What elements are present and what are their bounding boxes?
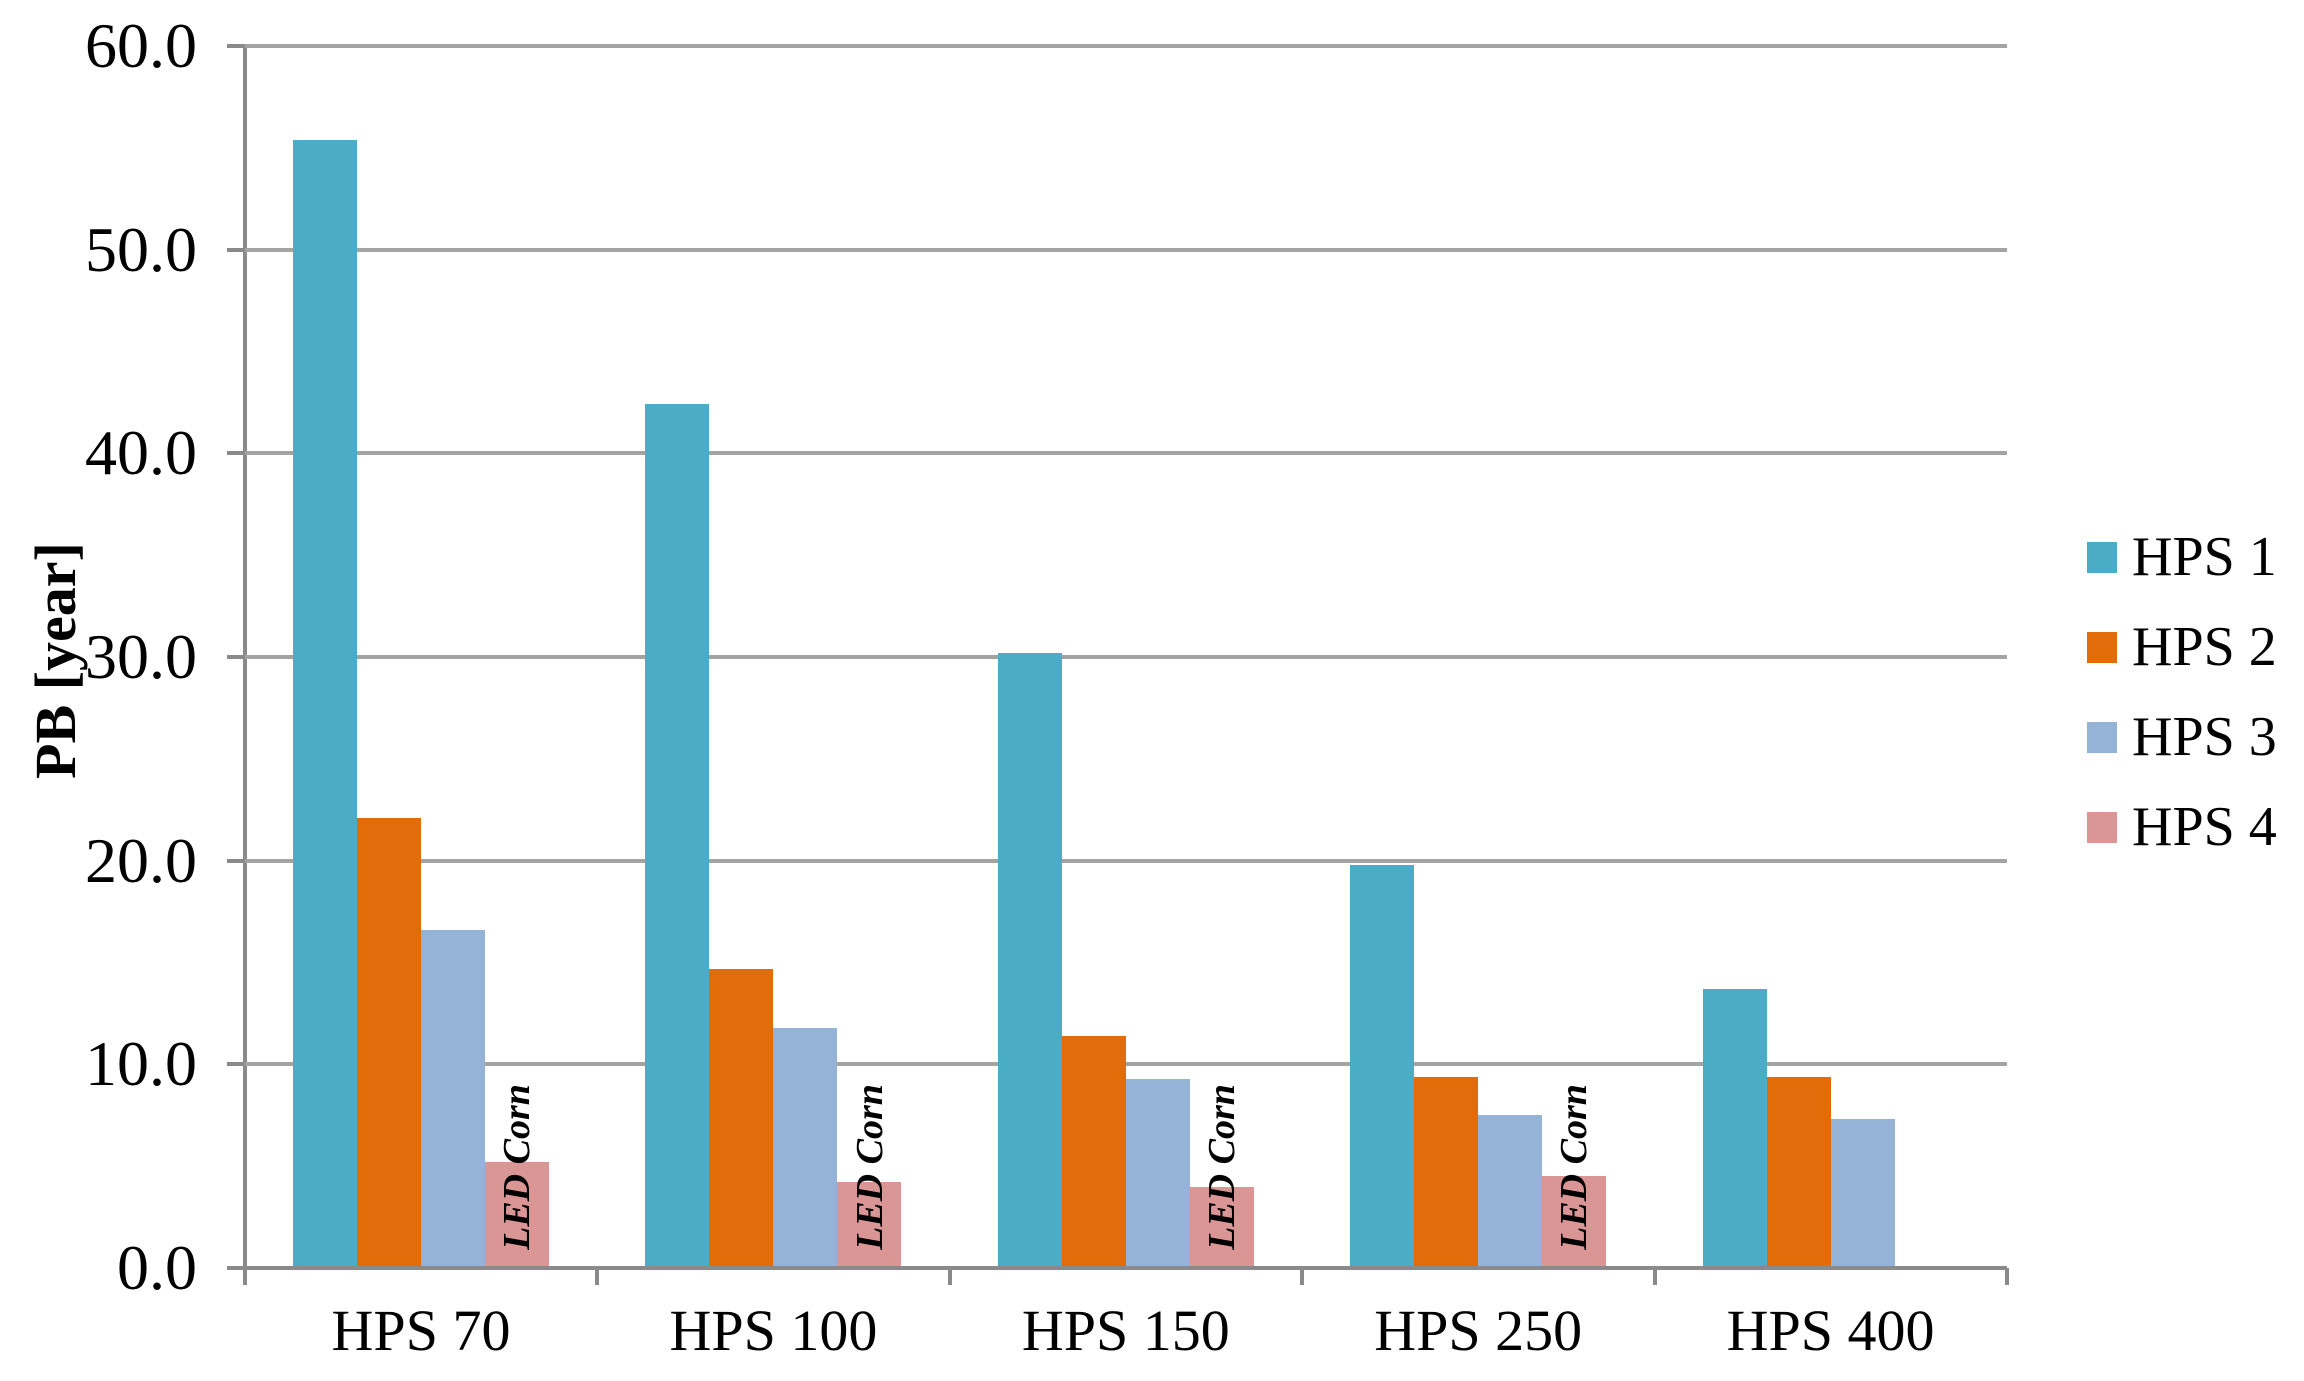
y-tick	[227, 451, 245, 456]
bar-annotation-text: LED Corn	[1200, 1084, 1243, 1250]
y-tick	[227, 247, 245, 252]
legend-label: HPS 2	[2132, 616, 2277, 678]
y-tick-label: 50.0	[85, 213, 197, 285]
legend-swatch	[2087, 721, 2117, 753]
bar-hps3-hps70	[421, 929, 485, 1268]
y-tick-label: 30.0	[85, 621, 197, 692]
bar-hps4-hps70	[485, 1162, 549, 1268]
bar-hps2-hps70	[357, 817, 421, 1268]
x-category-label: HPS 400	[1726, 1298, 1935, 1363]
y-tick	[227, 1266, 245, 1270]
bar-annotation-text: LED Corn	[848, 1084, 891, 1250]
y-tick-label: 40.0	[85, 417, 197, 489]
bar-hps1-hps70	[293, 139, 357, 1268]
bar-hps3-hps150	[1125, 1078, 1190, 1268]
gridline	[245, 451, 2007, 456]
x-category-label: HPS 250	[1374, 1298, 1583, 1363]
x-axis-line	[245, 1266, 2007, 1270]
plot-area: LED Corn LED Corn LED Corn LED Corn	[245, 44, 2007, 1268]
bar-hps4-hps250	[1542, 1176, 1607, 1268]
bar-annotation-text: LED Corn	[496, 1084, 538, 1250]
y-tick	[227, 655, 245, 659]
legend-label: HPS 3	[2132, 706, 2277, 768]
legend-swatch	[2087, 631, 2117, 663]
bar-hps4-hps100	[837, 1182, 902, 1268]
gridline	[245, 858, 2007, 863]
x-category-label: HPS 150	[1021, 1298, 1230, 1363]
x-tick	[2005, 1268, 2009, 1285]
bar-hps1-hps400	[1702, 988, 1767, 1268]
bar-hps2-hps250	[1414, 1076, 1479, 1268]
y-tick	[227, 858, 245, 863]
bar-annotation-text: LED Corn	[1553, 1084, 1596, 1250]
legend-label: HPS 1	[2132, 526, 2277, 588]
gridline	[245, 1062, 2007, 1067]
x-tick	[243, 1268, 247, 1285]
x-category-label: HPS 70	[331, 1298, 511, 1363]
bar-hps3-hps100	[773, 1027, 838, 1268]
y-tick	[227, 44, 245, 48]
legend-item-hps4: HPS 4	[2087, 796, 2277, 858]
bar-hps3-hps250	[1478, 1115, 1543, 1268]
bar-hps1-hps100	[645, 404, 710, 1268]
x-tick	[947, 1268, 952, 1285]
y-tick-label: 0.0	[117, 1232, 197, 1303]
bar-hps4-hps150	[1189, 1186, 1254, 1268]
y-tick-label: 10.0	[85, 1028, 197, 1100]
x-tick	[1300, 1268, 1305, 1285]
bar-hps3-hps400	[1830, 1119, 1895, 1268]
legend-swatch	[2087, 811, 2117, 843]
bar-hps2-hps150	[1061, 1035, 1126, 1268]
gridline	[245, 247, 2007, 252]
legend-item-hps3: HPS 3	[2087, 706, 2277, 768]
bar-hps1-hps250	[1350, 864, 1415, 1268]
legend-label: HPS 4	[2132, 796, 2277, 858]
legend-swatch	[2087, 541, 2117, 573]
x-category-label: HPS 100	[669, 1298, 878, 1363]
gridline	[245, 655, 2007, 659]
bar-hps2-hps400	[1766, 1076, 1831, 1268]
legend: HPS 1 HPS 2 HPS 3 HPS 4	[2087, 526, 2277, 887]
y-tick-label: 20.0	[85, 824, 197, 896]
y-tick-label: 60.0	[85, 10, 197, 81]
legend-item-hps1: HPS 1	[2087, 526, 2277, 588]
y-tick	[227, 1062, 245, 1067]
bar-hps1-hps150	[997, 652, 1062, 1268]
x-tick	[1652, 1268, 1657, 1285]
legend-item-hps2: HPS 2	[2087, 616, 2277, 678]
gridline	[245, 44, 2007, 48]
bar-hps2-hps100	[709, 968, 774, 1268]
y-axis-line	[243, 46, 247, 1284]
x-tick	[595, 1268, 600, 1285]
